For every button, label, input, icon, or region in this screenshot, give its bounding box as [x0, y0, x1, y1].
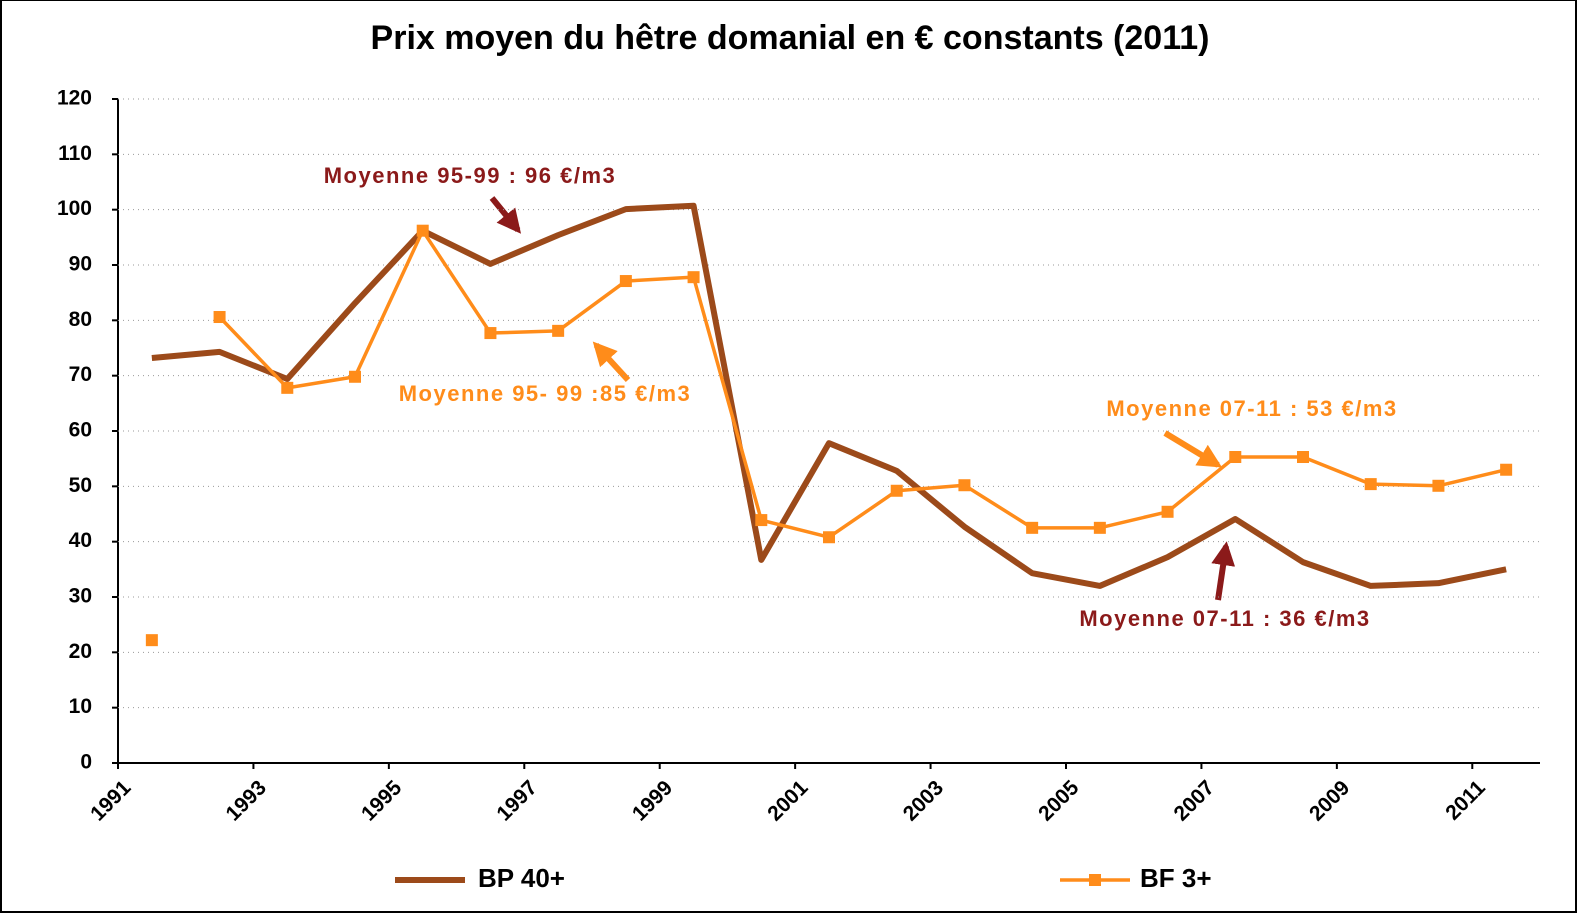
marker	[281, 381, 294, 394]
legend-marker	[1089, 874, 1101, 886]
annotation: Moyenne 07-11 : 36 €/m3	[1079, 606, 1370, 631]
arrow	[489, 196, 522, 234]
marker	[145, 634, 158, 647]
marker	[1432, 479, 1445, 492]
x-tick-label: 1995	[357, 776, 407, 826]
x-tick-label: 2009	[1305, 776, 1354, 825]
marker	[890, 484, 903, 497]
y-tick-label: 10	[69, 695, 92, 718]
y-tick-label: 90	[69, 253, 92, 276]
y-tick-label: 70	[69, 363, 92, 386]
x-tick-label: 1993	[222, 776, 271, 825]
marker	[349, 370, 361, 383]
y-tick-label: 30	[69, 585, 92, 608]
x-tick-label: 2011	[1441, 776, 1490, 825]
marker	[687, 271, 700, 284]
y-tick-label: 100	[57, 197, 92, 220]
legend-label: BF 3+	[1140, 863, 1212, 893]
marker	[1297, 451, 1309, 464]
y-tick-label: 50	[69, 474, 92, 497]
annotation: Moyenne 95- 99 :85 €/m3	[399, 381, 692, 406]
x-tick-label: 2003	[899, 776, 948, 825]
y-tick-label: 60	[69, 419, 92, 442]
x-tick-label: 1991	[86, 776, 136, 826]
arrow	[1163, 430, 1223, 468]
y-tick-label: 40	[69, 529, 92, 552]
series-line	[151, 202, 1507, 589]
x-tick-label: 2001	[763, 776, 813, 826]
marker	[958, 479, 971, 492]
y-tick-label: 0	[80, 751, 92, 774]
legend-label: BP 40+	[478, 863, 565, 893]
annotation: Moyenne 95-99 : 96 €/m3	[324, 163, 617, 188]
marker	[755, 514, 768, 527]
y-tick-label: 20	[69, 640, 92, 663]
marker	[213, 311, 226, 324]
marker	[484, 327, 497, 340]
x-tick-label: 2007	[1170, 776, 1219, 825]
marker	[416, 224, 429, 237]
annotation: Moyenne 07-11 : 53 €/m3	[1106, 396, 1397, 421]
marker	[1161, 505, 1174, 518]
x-tick-label: 1997	[492, 776, 541, 825]
y-tick-label: 80	[69, 308, 92, 331]
x-tick-label: 2005	[1034, 776, 1084, 826]
marker	[1364, 478, 1377, 491]
marker	[1229, 451, 1242, 464]
y-tick-label: 120	[57, 87, 92, 110]
marker	[1093, 521, 1106, 534]
chart-title: Prix moyen du hêtre domanial en € consta…	[371, 19, 1210, 57]
arrow	[1211, 541, 1236, 601]
arrow	[592, 341, 631, 383]
marker	[619, 275, 632, 288]
y-tick-label: 110	[58, 142, 92, 165]
marker	[552, 324, 565, 337]
marker	[1026, 521, 1039, 534]
x-tick-label: 1999	[628, 776, 677, 825]
marker	[1500, 463, 1513, 476]
marker	[823, 531, 835, 544]
series-line	[218, 228, 1507, 539]
